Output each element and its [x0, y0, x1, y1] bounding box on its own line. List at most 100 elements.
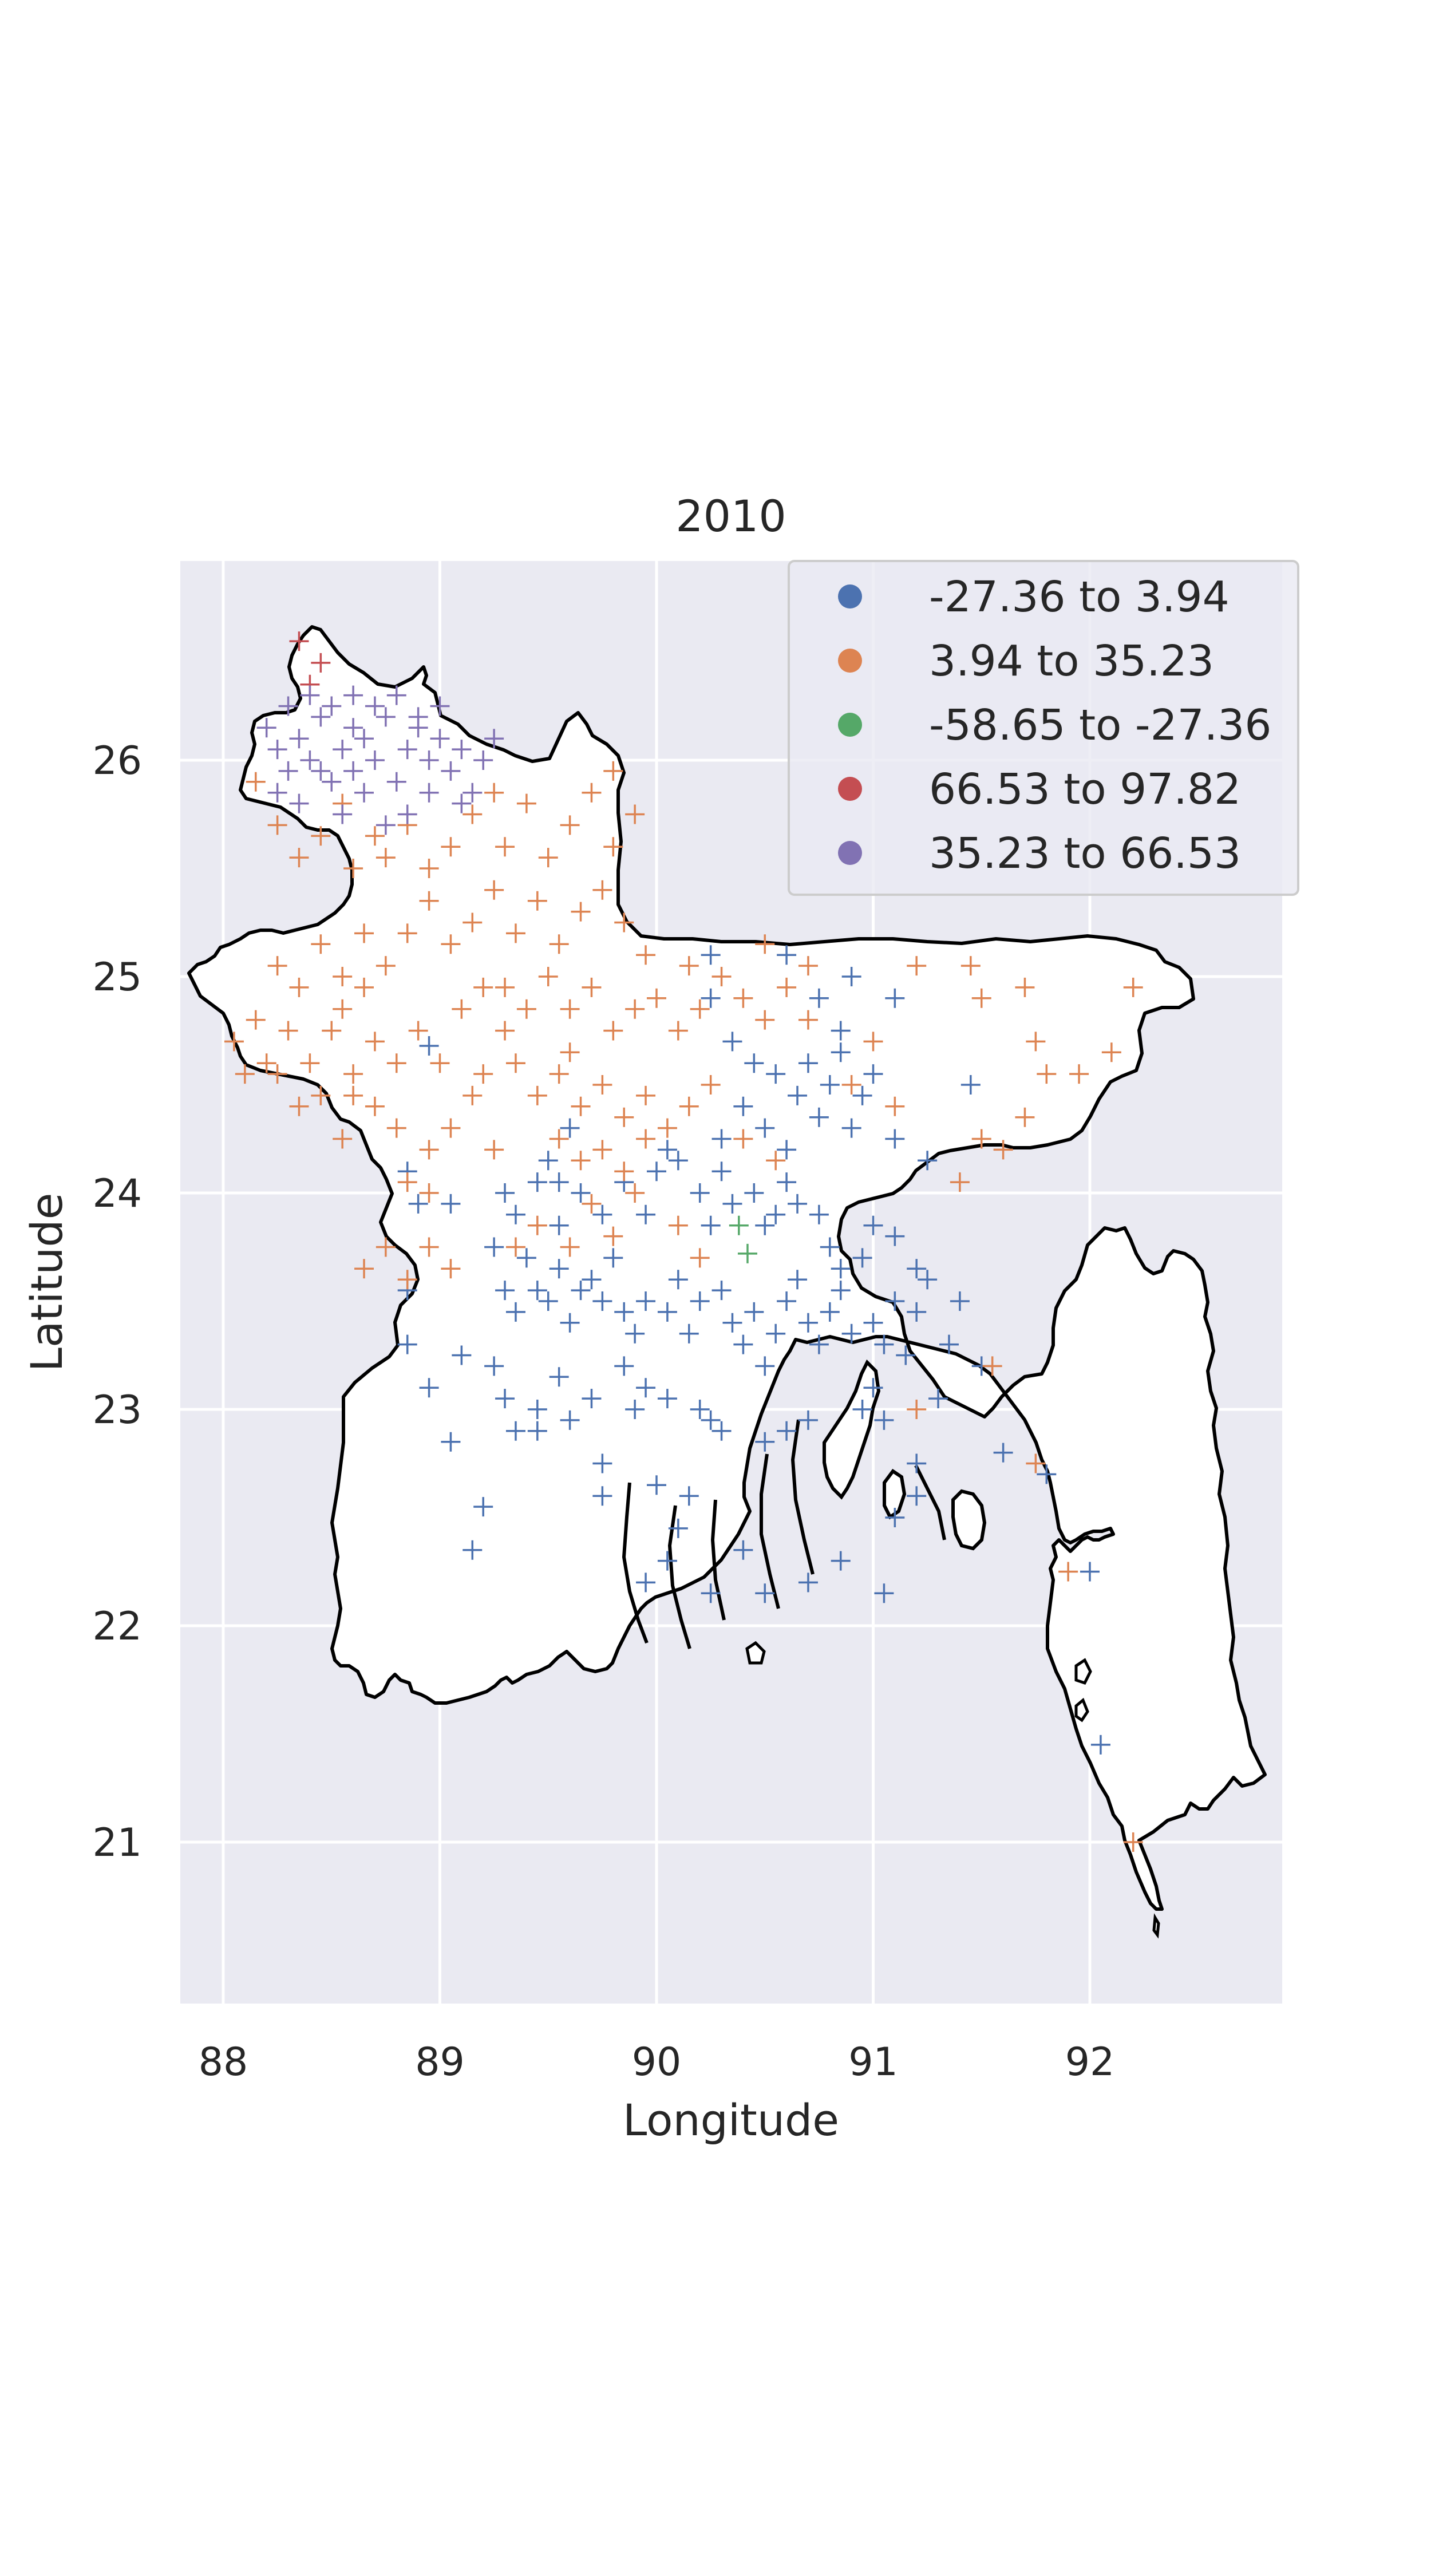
data-point-marker	[386, 1118, 406, 1138]
data-point-marker	[701, 1075, 721, 1095]
data-point-marker	[657, 1118, 677, 1138]
data-point-marker	[441, 1194, 461, 1214]
data-point-marker	[798, 1010, 818, 1030]
data-point-marker	[549, 1172, 569, 1192]
data-point-marker	[636, 1085, 656, 1105]
data-point-marker	[592, 1291, 612, 1311]
data-point-marker	[278, 696, 298, 716]
data-point-marker	[560, 1118, 580, 1138]
data-point-marker	[603, 1021, 623, 1041]
data-point-marker	[841, 1075, 861, 1095]
data-point-marker	[841, 1118, 861, 1138]
data-point-marker	[788, 1085, 808, 1105]
data-point-marker	[484, 1356, 504, 1376]
data-point-marker	[874, 1334, 894, 1354]
axis-ticks: 88 89 90 91 92 21 22 23 24 25 26	[92, 738, 1114, 2085]
data-point-marker	[722, 1313, 742, 1333]
data-point-marker	[300, 685, 320, 705]
data-point-marker	[1037, 1064, 1057, 1084]
data-point-marker	[278, 761, 298, 781]
data-point-marker	[527, 891, 547, 911]
data-point-marker	[722, 1194, 742, 1214]
data-point-marker	[386, 1053, 406, 1073]
data-point-marker	[907, 956, 927, 976]
data-point-marker	[441, 934, 461, 954]
data-point-marker	[831, 1551, 851, 1571]
chart-title: 2010	[675, 491, 786, 542]
data-point-marker	[603, 1226, 623, 1246]
data-point-marker	[278, 1021, 298, 1041]
data-point-marker	[343, 761, 363, 781]
data-point-marker	[549, 1259, 569, 1279]
data-point-marker	[516, 793, 536, 813]
data-point-marker	[549, 1215, 569, 1235]
data-point-marker	[733, 988, 753, 1008]
data-point-marker	[668, 1270, 688, 1290]
data-point-marker	[582, 977, 602, 997]
x-axis-label: Longitude	[623, 2095, 839, 2146]
data-point-marker	[582, 1389, 602, 1409]
data-point-marker	[419, 859, 439, 878]
data-point-marker	[657, 1140, 677, 1160]
data-point-marker	[462, 1085, 483, 1105]
data-point-marker	[571, 1281, 591, 1301]
mainland-outline	[187, 625, 1267, 1911]
data-point-marker	[636, 945, 656, 965]
data-point-marker	[505, 1237, 525, 1257]
data-point-marker	[831, 1281, 851, 1301]
data-point-marker	[885, 1226, 905, 1246]
data-point-marker	[549, 1367, 569, 1387]
data-point-marker	[733, 1540, 753, 1560]
data-point-marker	[636, 1204, 656, 1224]
data-point-marker	[365, 750, 385, 770]
data-point-marker	[527, 1172, 547, 1192]
data-point-marker	[647, 1161, 666, 1182]
data-point-marker	[441, 1432, 461, 1452]
data-point-marker	[1080, 1562, 1100, 1582]
data-point-marker	[729, 1215, 749, 1235]
data-point-marker	[322, 772, 342, 792]
data-point-marker	[354, 783, 374, 803]
legend-label: 3.94 to 35.23	[929, 637, 1214, 686]
data-point-marker	[473, 1064, 493, 1084]
data-point-marker	[322, 696, 342, 716]
data-point-marker	[701, 1410, 721, 1430]
x-tick-label: 92	[1065, 2040, 1115, 2085]
legend-marker	[838, 777, 862, 801]
hatiya-island	[951, 1489, 987, 1551]
data-point-marker	[831, 1042, 851, 1062]
data-point-marker	[863, 1378, 883, 1398]
data-point-marker	[484, 1237, 504, 1257]
legend-marker	[838, 841, 862, 865]
data-point-marker	[1069, 1064, 1089, 1084]
data-point-marker	[1123, 977, 1143, 997]
data-point-marker	[679, 1323, 699, 1344]
delta-inlet-4	[760, 1453, 780, 1609]
data-point-marker	[755, 1583, 775, 1603]
data-point-marker	[397, 1172, 417, 1192]
data-point-marker	[852, 1400, 872, 1419]
data-point-marker	[516, 1248, 536, 1268]
data-point-marker	[408, 707, 428, 727]
data-point-marker	[527, 1085, 547, 1105]
data-point-marker	[452, 740, 472, 760]
data-point-marker	[657, 1389, 677, 1409]
data-point-marker	[993, 1443, 1013, 1463]
data-point-marker	[592, 880, 612, 900]
data-point-marker	[441, 761, 461, 781]
data-point-marker	[419, 1140, 439, 1160]
data-point-marker	[386, 685, 406, 705]
bhola-island	[823, 1359, 881, 1500]
data-point-marker	[1015, 977, 1035, 997]
data-point-marker	[907, 1259, 927, 1279]
data-point-marker	[603, 761, 623, 781]
data-point-marker	[311, 653, 331, 673]
data-point-marker	[614, 1356, 634, 1376]
data-point-marker	[647, 988, 666, 1008]
data-point-marker	[419, 1237, 439, 1257]
data-point-marker	[896, 1345, 916, 1365]
data-point-marker	[711, 1129, 732, 1149]
data-point-marker	[452, 1345, 472, 1365]
data-point-marker	[863, 1064, 883, 1084]
data-point-marker	[375, 815, 396, 835]
